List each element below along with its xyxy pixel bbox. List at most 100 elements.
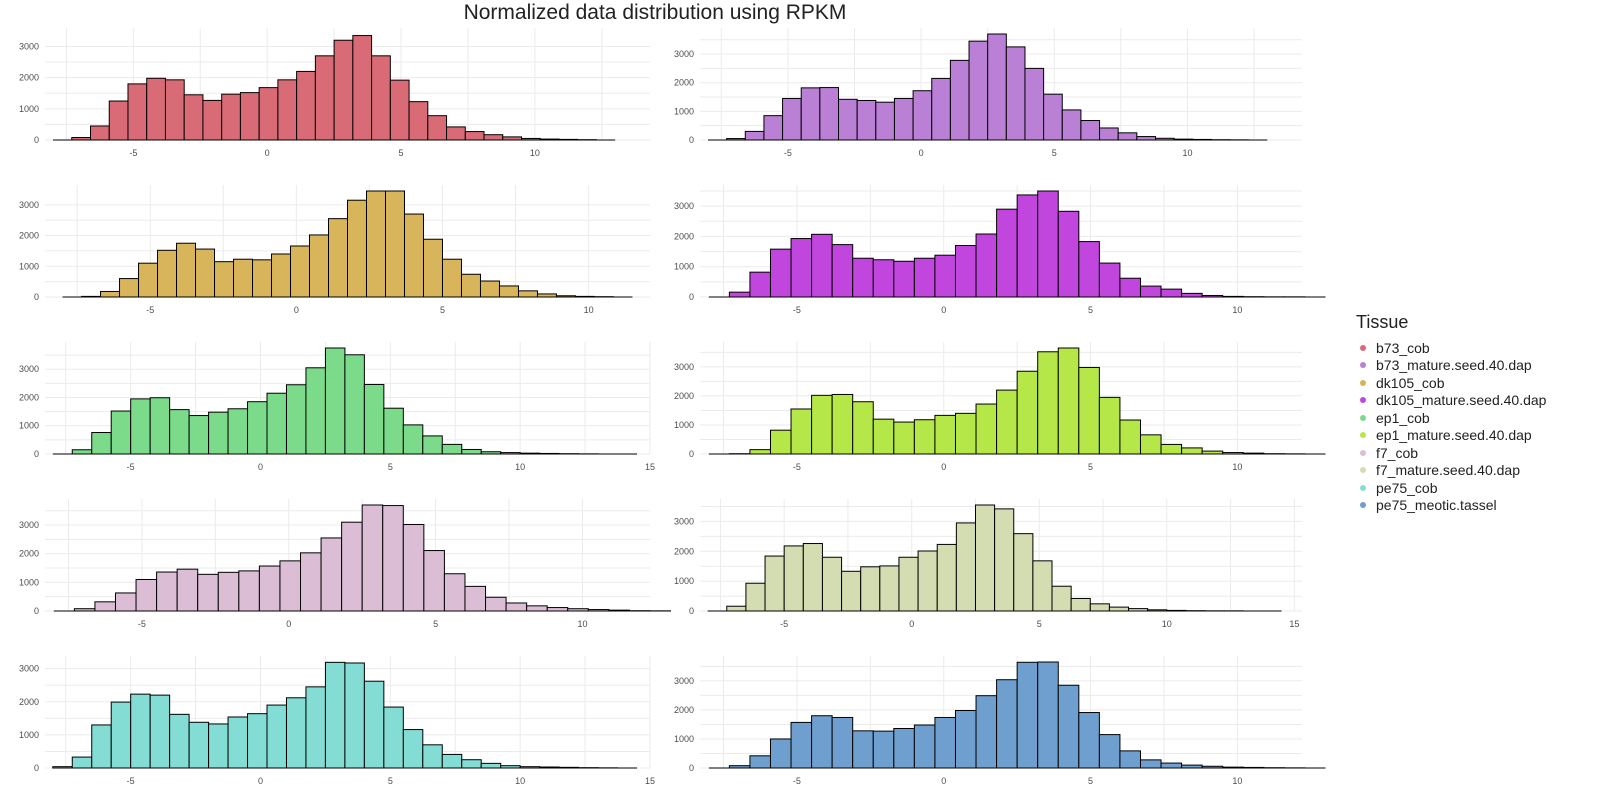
histogram-bar [954, 709, 977, 769]
histogram-bar [1016, 661, 1039, 769]
histogram-bar [954, 245, 977, 298]
histogram-bar [1037, 190, 1059, 298]
chart-title: Normalized data distribution using RPKM [463, 1, 847, 24]
y-tick-label: 0 [689, 135, 694, 145]
histogram-bar [422, 238, 443, 298]
x-tick-label: 0 [294, 305, 299, 315]
histogram-bar [505, 602, 528, 612]
histogram-bar [539, 138, 560, 141]
histogram-bar [536, 293, 557, 298]
histogram-bar [996, 389, 1018, 455]
histogram-bar [975, 403, 998, 455]
histogram-bar [227, 716, 249, 769]
y-tick-label: 2000 [19, 392, 39, 402]
histogram-bar [949, 59, 970, 141]
histogram-bar [1117, 132, 1138, 141]
histogram-bar [483, 134, 504, 141]
legend-label: ep1_cob [1376, 409, 1430, 426]
panel-f7_cob: 0 1000 2000 3000 -5 0 5 10 [19, 499, 672, 629]
y-tick-label: 0 [689, 763, 694, 773]
histogram-bar [382, 505, 404, 612]
x-tick-label: 0 [941, 305, 946, 315]
legend-swatch [1360, 467, 1366, 474]
x-tick-label: 10 [1182, 148, 1192, 158]
histogram-bar [176, 242, 197, 298]
histogram-bar [975, 695, 998, 769]
histogram-bar [1043, 93, 1063, 141]
histogram-bar [266, 392, 287, 455]
histogram-bar [176, 568, 199, 612]
legend-swatch [1360, 432, 1366, 439]
histogram-bar [763, 115, 784, 141]
histogram-bar [558, 766, 580, 769]
histogram-bar [1139, 434, 1162, 455]
legend-swatch [1360, 484, 1366, 491]
histogram-bar [875, 101, 895, 141]
histogram-bar [252, 259, 273, 298]
histogram-bar [841, 570, 862, 612]
histogram-bar [893, 97, 914, 141]
x-tick-label: -5 [127, 776, 135, 786]
histogram-bar [1222, 295, 1244, 298]
histogram-bar [1098, 396, 1121, 455]
histogram-bar [479, 280, 500, 298]
histogram-bar [519, 452, 541, 455]
histogram-bar [1160, 288, 1183, 298]
legend-swatch [1360, 379, 1366, 386]
histogram-bar [1139, 759, 1162, 769]
histogram-bar [1057, 684, 1080, 769]
x-tick-label: -5 [138, 619, 146, 629]
panel-dk105_cob: 0 1000 2000 3000 -5 0 5 10 [19, 185, 650, 315]
histogram-bar [558, 138, 579, 141]
y-tick-label: 3000 [674, 516, 694, 526]
histogram-bar [802, 543, 823, 612]
histogram-bar [1078, 712, 1100, 769]
histogram-bar [1242, 452, 1265, 455]
legend-swatch [1360, 502, 1366, 509]
x-tick-label: -5 [780, 619, 788, 629]
histogram-bar [819, 87, 840, 141]
legend-item: f7_cob [1356, 444, 1546, 462]
histogram-bar [383, 706, 404, 769]
histogram-bar [1201, 765, 1224, 769]
x-tick-label: 5 [1052, 148, 1057, 158]
histogram-bar [480, 451, 502, 455]
y-tick-label: 1000 [674, 420, 694, 430]
legend-item: pe75_meotic.tassel [1356, 497, 1546, 515]
y-tick-label: 2000 [19, 549, 39, 559]
x-tick-label: 10 [1232, 776, 1242, 786]
histogram-bar [441, 258, 462, 298]
legend-swatch [1360, 414, 1366, 421]
histogram-bar [127, 83, 148, 141]
histogram-bar [169, 713, 190, 769]
histogram-bar [480, 762, 502, 769]
histogram-bar [912, 90, 933, 141]
histogram-bar [769, 429, 792, 455]
histogram-bar [1119, 277, 1141, 298]
histogram-bar [266, 704, 287, 769]
histogram-bar [1136, 136, 1156, 141]
histogram-bar [320, 537, 343, 612]
legend-label: pe75_meotic.tassel [1376, 497, 1497, 514]
histogram-bar [100, 290, 121, 298]
histogram-bar [539, 452, 560, 455]
histogram-bar [502, 136, 523, 141]
histogram-bar [1173, 138, 1194, 141]
histogram-bar [214, 261, 235, 298]
histogram-bar [728, 291, 751, 298]
histogram-bar [1181, 764, 1203, 769]
histogram-bar [156, 571, 178, 612]
x-tick-label: 10 [1232, 462, 1242, 472]
histogram-bar [195, 248, 216, 298]
x-tick-label: 10 [530, 148, 540, 158]
histogram-bar [441, 443, 463, 455]
y-tick-label: 3000 [674, 362, 694, 372]
histogram-bar [749, 271, 771, 298]
histogram-bar [208, 411, 229, 455]
histogram-bar [227, 408, 249, 455]
histogram-bar [296, 70, 316, 141]
histogram-bar [519, 766, 541, 769]
histogram-bar [838, 98, 858, 141]
y-tick-label: 3000 [19, 41, 39, 51]
